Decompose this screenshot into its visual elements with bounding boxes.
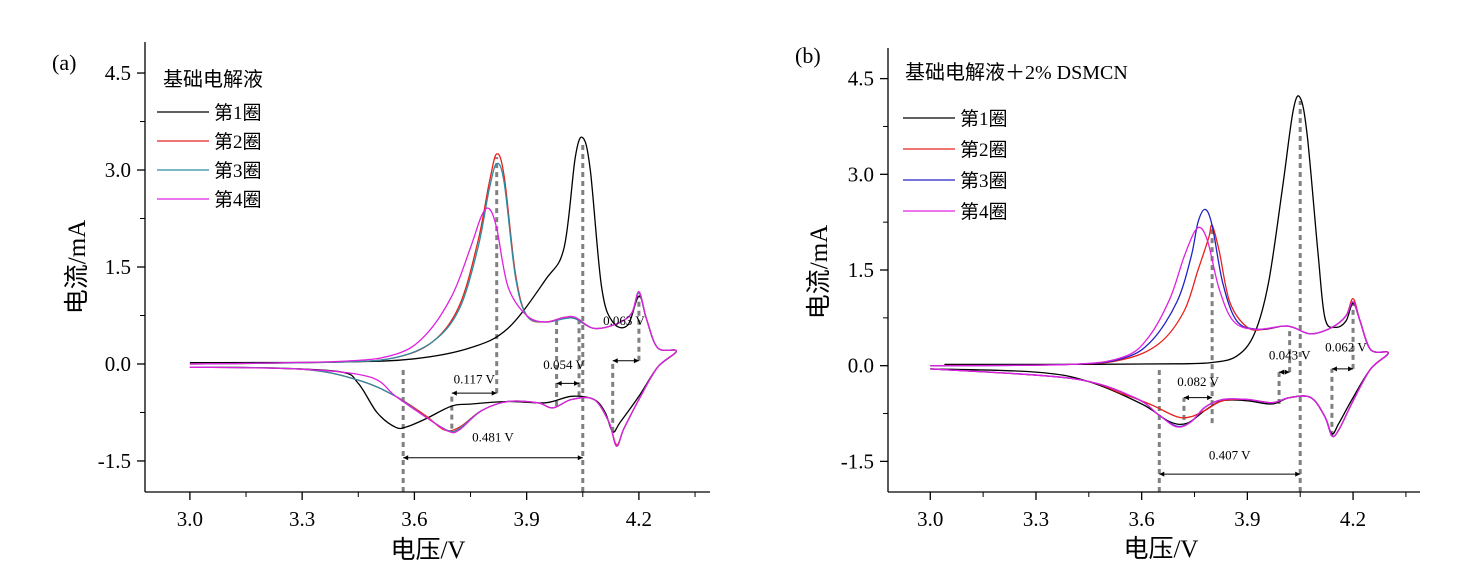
panel-a-x-tick-label: 4.2 bbox=[626, 507, 652, 531]
panel-a: (a) 3.0 3.3 3.6 3.9 4.2 -1.5 0.0 1.5 3.0 4.5 0.11… bbox=[52, 42, 710, 564]
panel-b-x-axis-title: 电压/V bbox=[1123, 535, 1198, 563]
panel-b-y-tick-label: 0.0 bbox=[848, 354, 874, 378]
panel-b-axes: 3.0 3.3 3.6 3.9 4.2 -1.5 0.0 1.5 3.0 4.5 bbox=[841, 48, 1420, 531]
panel-b-legend-label-4: 第4圈 bbox=[960, 201, 1008, 223]
panel-a-arrow-head-right bbox=[577, 455, 583, 461]
panel-a-x-tick-label: 3.6 bbox=[401, 507, 427, 531]
panel-a-x-tick-label: 3.0 bbox=[177, 507, 203, 531]
panel-b-x-tick-label: 3.9 bbox=[1234, 507, 1260, 531]
panel-b-arrow-head-left bbox=[1331, 366, 1337, 372]
panel-a-x-tick-label: 3.9 bbox=[514, 507, 540, 531]
panel-a-arrow-head-right bbox=[491, 390, 497, 396]
panel-b-annotation-labels: 0.082 V 0.043 V 0.062 V 0.407 V bbox=[1177, 340, 1367, 463]
panel-b-y-tick-label: 1.5 bbox=[848, 258, 874, 282]
panel-b-y-tick-label: -1.5 bbox=[841, 449, 874, 473]
panel-a-y-tick-label: -1.5 bbox=[98, 449, 131, 473]
panel-b-annotation-label: 0.407 V bbox=[1209, 447, 1251, 462]
panel-a-y-tick-label: 4.5 bbox=[105, 61, 131, 85]
panel-b-arrow-head-right bbox=[1348, 366, 1354, 372]
panel-a-annotation-labels: 0.117 V 0.054 V 0.063 V 0.481 V bbox=[454, 313, 646, 444]
panel-a-y-tick-label: 3.0 bbox=[105, 158, 131, 182]
panel-a-arrow-head-left bbox=[556, 380, 562, 386]
panel-b-x-tick-label: 3.3 bbox=[1023, 507, 1049, 531]
panel-a-annotation-label: 0.054 V bbox=[543, 357, 585, 372]
panel-b-guides bbox=[1157, 100, 1355, 492]
panel-a-annotation-arrows bbox=[403, 358, 639, 461]
panel-b-annotation-label: 0.062 V bbox=[1325, 340, 1367, 355]
panel-a-y-tick-label: 1.5 bbox=[105, 255, 131, 279]
panel-a-axes: 3.0 3.3 3.6 3.9 4.2 -1.5 0.0 1.5 3.0 4.5 bbox=[98, 42, 710, 531]
panel-b-y-axis-title: 电流/mA bbox=[805, 225, 833, 319]
panel-b-arrow-head-right bbox=[1207, 395, 1213, 401]
panel-a-arrow-head-right bbox=[574, 380, 580, 386]
panel-b-y-tick-label: 4.5 bbox=[848, 67, 874, 91]
panel-a-annotation-label: 0.481 V bbox=[472, 430, 514, 445]
panel-a-arrow-head-right bbox=[633, 358, 639, 364]
panel-b-y-tick-label: 3.0 bbox=[848, 162, 874, 186]
panel-a-series-line-1 bbox=[189, 136, 677, 433]
panel-a-annotation-label: 0.063 V bbox=[603, 313, 645, 328]
panel-b-arrow-head-right bbox=[1284, 369, 1290, 375]
panel-a-legend-label-3: 第3圈 bbox=[214, 160, 262, 182]
panel-b-legend-title: 基础电解液＋2% DSMCN bbox=[905, 61, 1128, 84]
panel-b-series-line-3 bbox=[930, 208, 1389, 438]
panel-b-label: (b) bbox=[795, 43, 821, 68]
panel-b-arrow-head-left bbox=[1183, 395, 1189, 401]
panel-b-annotation-arrows bbox=[1159, 366, 1354, 477]
panel-a-series-line-3 bbox=[189, 162, 677, 447]
panel-a-legend-label-1: 第1圈 bbox=[214, 102, 262, 124]
panel-a-annotation-label: 0.117 V bbox=[454, 371, 496, 386]
panel-a-series-line-4 bbox=[189, 207, 677, 447]
panel-a-legend-title: 基础电解液 bbox=[163, 68, 263, 91]
panel-b-legend-label-1: 第1圈 bbox=[960, 108, 1008, 130]
panel-a-y-tick-label: 0.0 bbox=[105, 352, 131, 376]
panel-b-x-tick-label: 4.2 bbox=[1340, 507, 1366, 531]
panel-b: (b) 3.0 3.3 3.6 3.9 4.2 -1.5 0.0 1.5 3.0 4.5 0.08… bbox=[795, 43, 1420, 563]
panel-a-legend-label-2: 第2圈 bbox=[214, 131, 262, 153]
panel-b-curves bbox=[930, 95, 1389, 438]
panel-b-arrow-head-right bbox=[1295, 471, 1301, 477]
panel-b-series-line-4 bbox=[930, 226, 1389, 438]
panel-a-arrow-head-left bbox=[451, 390, 457, 396]
panel-b-arrow-head-left bbox=[1159, 471, 1165, 477]
panel-b-legend-label-2: 第2圈 bbox=[960, 139, 1008, 161]
panel-b-x-tick-label: 3.6 bbox=[1129, 507, 1155, 531]
panel-a-x-axis-title: 电压/V bbox=[390, 536, 465, 564]
panel-b-x-tick-label: 3.0 bbox=[917, 507, 943, 531]
panel-a-arrow-head-left bbox=[403, 455, 409, 461]
panel-a-arrow-head-left bbox=[612, 358, 618, 364]
panel-a-x-tick-label: 3.3 bbox=[289, 507, 315, 531]
panel-b-annotation-label: 0.082 V bbox=[1177, 374, 1219, 389]
panel-a-y-axis-title: 电流/mA bbox=[63, 220, 91, 314]
panel-a-curves bbox=[189, 136, 677, 447]
panel-a-label: (a) bbox=[52, 50, 76, 75]
panel-b-annotation-label: 0.043 V bbox=[1269, 347, 1311, 362]
panel-a-legend-label-4: 第4圈 bbox=[214, 189, 262, 211]
panel-b-legend-label-3: 第3圈 bbox=[960, 170, 1008, 192]
panel-b-arrow-head-left bbox=[1279, 369, 1285, 375]
